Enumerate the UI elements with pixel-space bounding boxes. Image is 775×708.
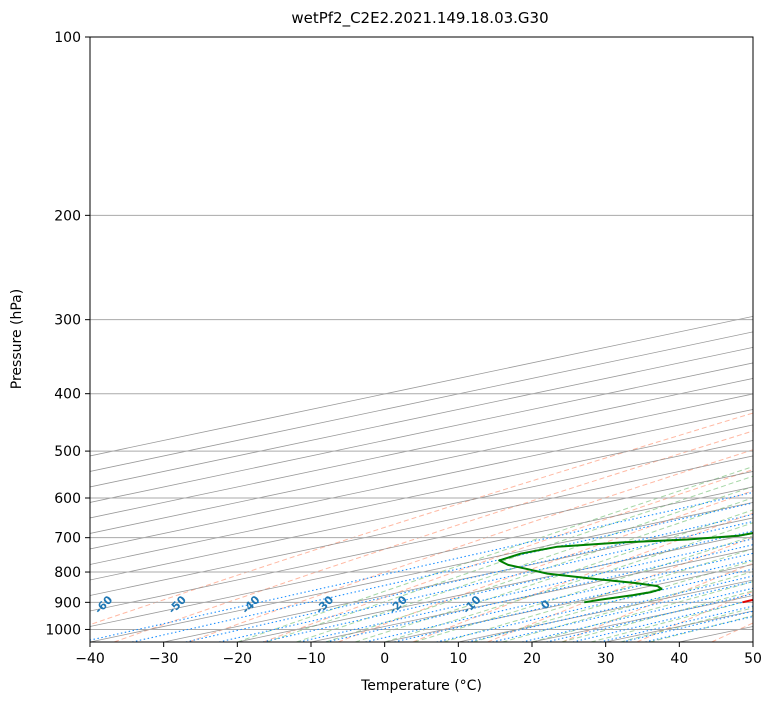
isotherm [90, 378, 753, 519]
isotherm [679, 626, 753, 642]
isotherm [90, 315, 753, 457]
y-tick-label: 400 [54, 387, 81, 403]
mixing-ratio-line [394, 559, 753, 642]
isotherm [531, 595, 753, 642]
x-tick-label: −10 [296, 651, 326, 667]
isotherm [90, 440, 753, 581]
background-lines [90, 37, 753, 642]
y-tick-label: 500 [54, 444, 81, 460]
isotherm [458, 579, 753, 642]
mixing-ratio-line [365, 552, 753, 642]
isotherm-label: -60 [92, 593, 115, 616]
mixing-ratio-line [131, 502, 753, 642]
isotherm [90, 471, 753, 612]
chart-title: wetPf2_C2E2.2021.149.18.03.G30 [291, 9, 549, 27]
y-tick-label: 700 [54, 531, 81, 547]
moist-adiabat [237, 466, 753, 642]
isotherm [90, 455, 753, 596]
mixing-ratio-line [90, 491, 753, 641]
isotherm [90, 362, 753, 503]
moist-adiabat [413, 535, 753, 642]
y-axis-label: Pressure (hPa) [9, 288, 25, 390]
mixing-ratio-line [436, 568, 753, 642]
x-tick-label: 50 [744, 651, 762, 667]
x-axis-ticks: −40 −30 −20 −10 0 10 20 30 40 50 [75, 642, 762, 667]
isotherm-label: 0 [538, 597, 553, 612]
dry-adiabat [562, 562, 753, 642]
dry-adiabat [188, 449, 753, 642]
isotherm-label: -50 [166, 593, 189, 616]
y-tick-label: 300 [54, 313, 81, 329]
x-axis-label: Temperature (°C) [361, 678, 482, 694]
y-axis-ticks: 100 200 300 400 500 600 700 800 900 1000 [45, 30, 90, 638]
dry-adiabat [90, 412, 753, 626]
y-tick-label: 100 [54, 30, 81, 46]
x-tick-label: −30 [149, 651, 179, 667]
x-tick-label: 40 [670, 651, 688, 667]
y-tick-label: 600 [54, 491, 81, 507]
mixing-ratio-line [185, 513, 753, 642]
mixing-ratio-line [467, 575, 753, 642]
isotherm [90, 409, 753, 550]
x-tick-label: −40 [75, 651, 105, 667]
moist-adiabat [649, 615, 753, 642]
isotherm [90, 486, 753, 627]
profile-lines [498, 532, 753, 604]
mixing-ratio-line [299, 538, 753, 642]
mixing-ratio-line [599, 605, 753, 642]
isotherm-label: -30 [313, 593, 336, 616]
isotherm [90, 331, 753, 472]
y-tick-label: 200 [54, 208, 81, 224]
isotherm [90, 346, 753, 488]
isotherm [90, 424, 753, 565]
y-tick-label: 900 [54, 595, 81, 611]
dry-adiabat [412, 512, 753, 642]
moist-adiabat [443, 548, 753, 642]
dewpoint-line [498, 532, 753, 604]
line-labels: -60 -50 -40 -30 -20 -10 0 [92, 593, 553, 617]
x-tick-label: 0 [380, 651, 389, 667]
moist-adiabat [561, 590, 753, 642]
x-tick-label: 20 [523, 651, 541, 667]
isotherm [90, 393, 753, 534]
y-tick-label: 800 [54, 565, 81, 581]
isotherm-label: -40 [239, 593, 262, 616]
moist-adiabat [266, 475, 753, 642]
dry-adiabat [113, 430, 753, 642]
isotherm [163, 517, 753, 642]
moist-adiabat [384, 522, 753, 642]
moist-adiabat [325, 497, 753, 642]
moist-adiabat [355, 509, 753, 642]
x-tick-label: −20 [223, 651, 253, 667]
isotherm [90, 502, 753, 642]
moist-adiabat [531, 581, 753, 642]
y-tick-label: 1000 [45, 622, 81, 638]
moist-adiabat [620, 607, 753, 642]
moist-adiabat [590, 599, 753, 642]
mixing-ratio-line [645, 615, 753, 642]
isotherm [752, 641, 753, 642]
plot-frame [89, 36, 754, 643]
dry-adiabat [338, 490, 753, 642]
x-tick-label: 10 [449, 651, 467, 667]
isotherm [237, 533, 753, 642]
mixing-ratio-line [492, 580, 753, 642]
dry-adiabat [263, 469, 753, 642]
x-tick-label: 30 [597, 651, 615, 667]
